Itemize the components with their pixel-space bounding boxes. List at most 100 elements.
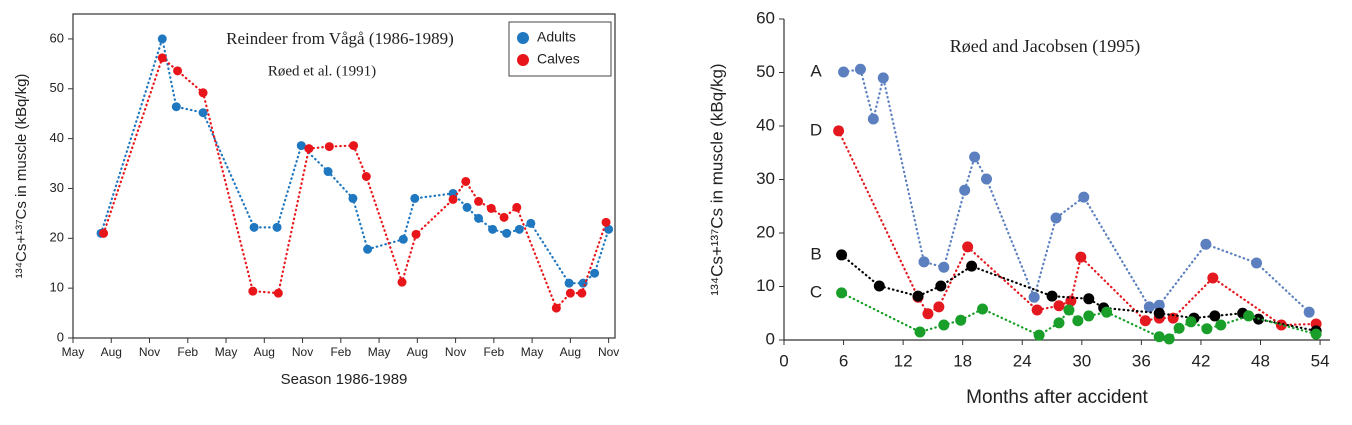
data-point — [323, 167, 333, 177]
data-point — [411, 229, 421, 239]
data-point — [969, 151, 981, 163]
series-line — [102, 55, 608, 311]
data-point — [1215, 319, 1227, 331]
plot-frame — [72, 13, 616, 339]
data-point — [157, 53, 167, 63]
x-tick-label: 36 — [1132, 351, 1151, 370]
data-point — [933, 301, 945, 313]
x-tick-label: 6 — [839, 351, 848, 370]
x-tick-label: 12 — [894, 351, 913, 370]
data-point — [590, 268, 600, 278]
y-tick-label: 20 — [756, 222, 775, 241]
data-point — [1083, 293, 1095, 305]
chart: 0 10 20 30 40 50 60 May Aug Nov Feb May Aug Nov Feb May… — [13, 13, 619, 388]
y-tick-label: 20 — [50, 230, 64, 245]
data-point — [577, 288, 587, 298]
series-label: B — [810, 244, 821, 263]
chart: 0 10 20 30 40 50 60 0 6 12 18 24 30 36 42 48 54 Months af… — [707, 8, 1330, 408]
data-point — [981, 173, 993, 185]
data-point — [1167, 312, 1179, 324]
data-point — [448, 194, 458, 204]
data-point — [955, 314, 967, 326]
data-point — [551, 303, 561, 313]
data-point — [1031, 304, 1043, 316]
x-tick-label: Aug — [254, 345, 275, 359]
data-point — [1243, 310, 1255, 322]
x-tick-label: Nov — [445, 345, 466, 359]
data-point — [1251, 257, 1263, 269]
data-point — [1303, 306, 1315, 318]
y-tick-label: 10 — [50, 280, 64, 295]
data-point — [922, 308, 934, 320]
legend-label: Adults — [537, 29, 576, 45]
data-point — [1053, 300, 1065, 312]
data-point — [966, 260, 978, 272]
legend-marker — [517, 54, 529, 66]
data-point — [502, 228, 512, 238]
data-point — [867, 113, 879, 125]
x-tick-label: 54 — [1311, 351, 1330, 370]
x-tick-label: Feb — [330, 345, 351, 359]
data-point — [99, 228, 109, 238]
data-point — [1153, 307, 1165, 319]
x-tick-label: 48 — [1251, 351, 1270, 370]
data-point — [324, 142, 334, 152]
series-line — [837, 129, 1318, 327]
data-point — [1185, 316, 1197, 328]
data-point — [836, 287, 848, 299]
y-tick-label: 60 — [50, 30, 64, 45]
y-tick-label: 50 — [50, 80, 64, 95]
data-point — [604, 224, 614, 234]
data-point — [854, 63, 866, 75]
data-point — [914, 326, 926, 338]
y-tick-label: 0 — [766, 329, 775, 348]
y-axis-label: ¹³⁴Cs+¹³⁷Cs in muscle (kBq/kg) — [707, 63, 726, 295]
data-point — [935, 280, 947, 292]
y-tick-label: 60 — [756, 8, 775, 27]
data-point — [461, 176, 471, 186]
data-point — [1028, 291, 1040, 303]
x-tick-label: Feb — [484, 345, 505, 359]
data-point — [938, 319, 950, 331]
data-point — [938, 261, 950, 273]
data-point — [1063, 304, 1075, 316]
data-point — [565, 288, 575, 298]
x-tick-label: May — [215, 345, 238, 359]
data-point — [474, 213, 484, 223]
data-point — [526, 218, 536, 228]
data-point — [1201, 323, 1213, 335]
data-point — [1075, 251, 1087, 263]
x-tick-label: 42 — [1191, 351, 1210, 370]
legend-box — [508, 21, 612, 77]
data-point — [1101, 306, 1113, 318]
data-point — [1139, 315, 1151, 327]
y-tick-label: 40 — [756, 115, 775, 134]
data-point — [171, 102, 181, 112]
x-tick-label: 30 — [1072, 351, 1091, 370]
y-axis-label: ¹³⁴Cs+¹³⁷Cs in muscle (kBq/kg) — [13, 74, 30, 279]
data-point — [1078, 191, 1090, 203]
data-point — [499, 212, 509, 222]
x-tick-label: May — [521, 345, 544, 359]
data-point — [462, 202, 472, 212]
data-point — [1033, 329, 1045, 341]
data-point — [410, 193, 420, 203]
data-point — [836, 249, 848, 261]
data-point — [959, 184, 971, 196]
chart-title: Reindeer from Vågå (1986-1989) — [226, 29, 454, 48]
data-point — [1143, 301, 1155, 313]
x-tick-label: 24 — [1013, 351, 1032, 370]
y-tick-label: 30 — [50, 180, 64, 195]
data-point — [1050, 212, 1062, 224]
data-point — [1083, 310, 1095, 322]
data-point — [1207, 272, 1219, 284]
x-tick-label: May — [368, 345, 391, 359]
data-point — [198, 88, 208, 98]
data-point — [398, 234, 408, 244]
legend-marker — [517, 32, 529, 44]
data-point — [349, 141, 359, 151]
data-point — [1072, 315, 1084, 327]
series-label: D — [810, 120, 822, 139]
x-tick-label: Nov — [598, 345, 619, 359]
